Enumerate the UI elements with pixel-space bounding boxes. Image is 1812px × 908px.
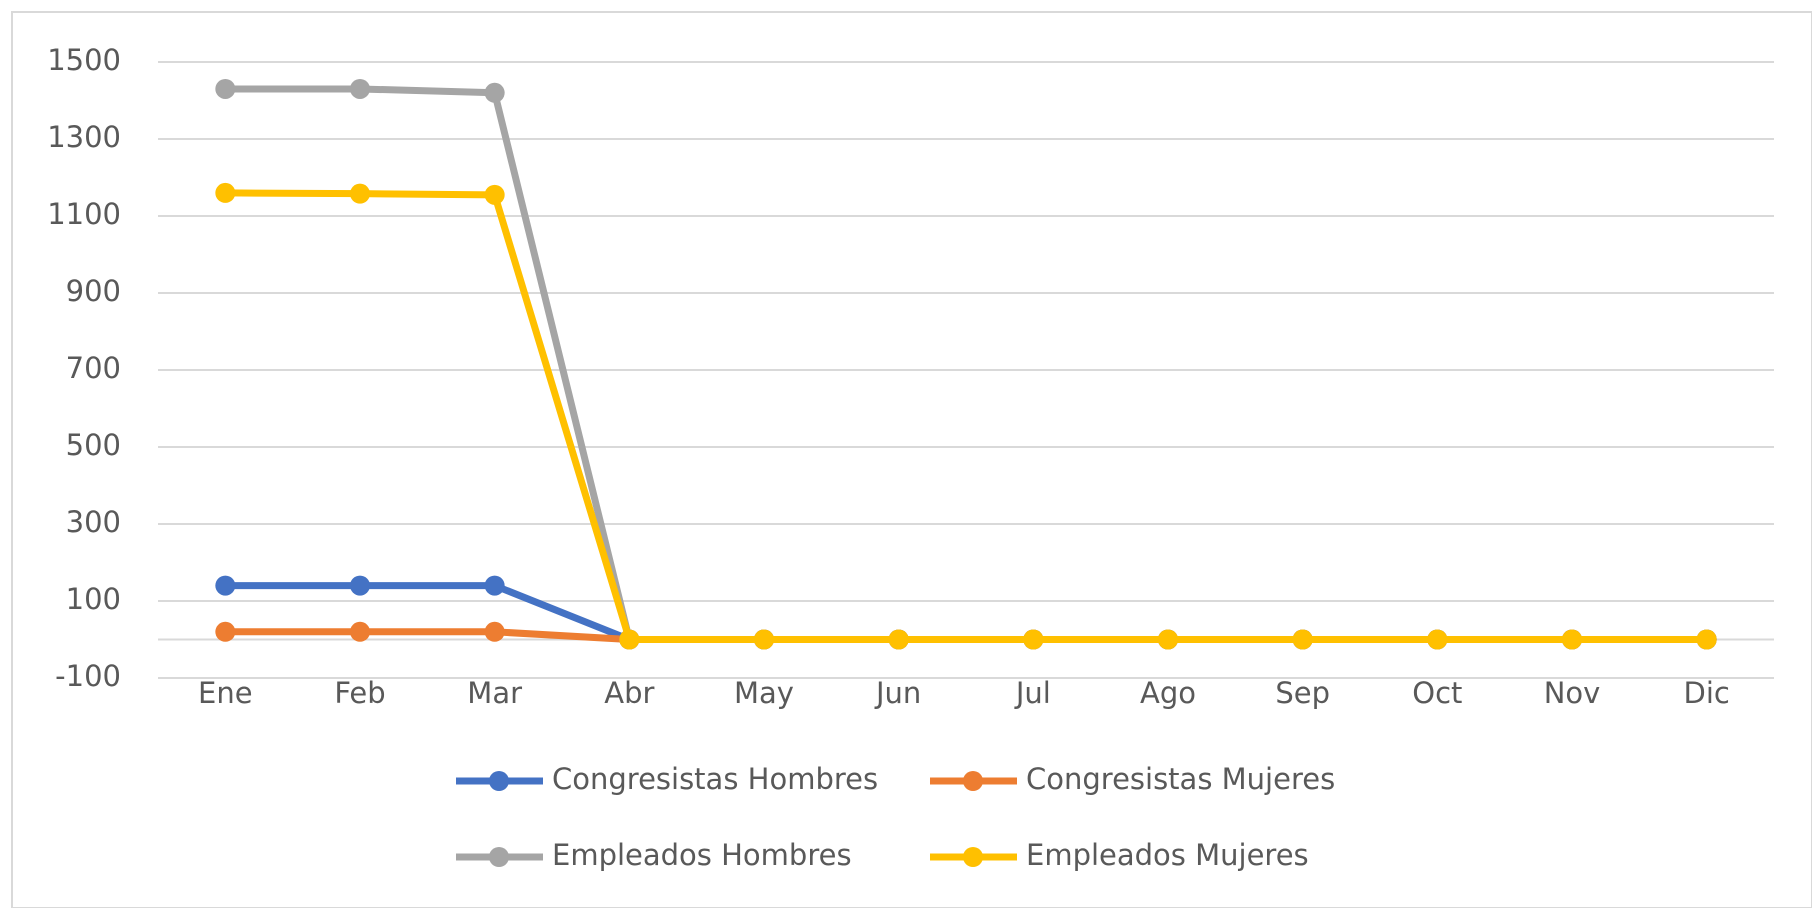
x-tick-label: May bbox=[734, 676, 794, 710]
y-tick-label: 500 bbox=[66, 428, 121, 462]
x-tick-label: Dic bbox=[1683, 676, 1729, 710]
point bbox=[1427, 629, 1448, 650]
legend-label: Congresistas Mujeres bbox=[1026, 762, 1335, 796]
point bbox=[215, 621, 236, 642]
y-tick-label: 300 bbox=[66, 505, 121, 539]
point bbox=[215, 182, 236, 203]
point bbox=[1696, 629, 1717, 650]
point bbox=[350, 575, 370, 596]
legend-marker bbox=[489, 847, 509, 867]
point bbox=[888, 629, 909, 650]
legend-marker bbox=[963, 847, 983, 867]
x-tick-label: Feb bbox=[334, 676, 385, 710]
y-tick-label: 1300 bbox=[47, 120, 121, 154]
x-tick-label: Ago bbox=[1140, 676, 1196, 710]
x-tick-label: Jun bbox=[874, 676, 921, 710]
point bbox=[215, 575, 236, 596]
x-tick-label: Ene bbox=[198, 676, 253, 710]
legend-label: Congresistas Hombres bbox=[552, 762, 878, 796]
y-tick-label: 700 bbox=[66, 351, 121, 385]
y-tick-label: 900 bbox=[66, 274, 121, 308]
point bbox=[350, 621, 370, 642]
point bbox=[484, 184, 505, 205]
point bbox=[215, 78, 236, 99]
x-tick-label: Sep bbox=[1275, 676, 1330, 710]
legend-marker bbox=[489, 771, 509, 791]
y-tick-label: -100 bbox=[55, 659, 121, 693]
point bbox=[1562, 629, 1582, 650]
point bbox=[1292, 629, 1313, 650]
point bbox=[350, 78, 370, 99]
point bbox=[754, 629, 774, 650]
point bbox=[619, 629, 640, 650]
point bbox=[484, 575, 505, 596]
point bbox=[350, 183, 370, 204]
x-tick-label: Mar bbox=[467, 676, 522, 710]
point bbox=[1158, 629, 1178, 650]
legend-label: Empleados Mujeres bbox=[1026, 838, 1309, 872]
x-tick-label: Nov bbox=[1544, 676, 1601, 710]
series-line bbox=[225, 189, 1707, 643]
chart-border bbox=[11, 11, 1812, 908]
point bbox=[484, 621, 505, 642]
x-tick-label: Jul bbox=[1014, 676, 1051, 710]
point bbox=[1023, 629, 1044, 650]
y-tick-label: 100 bbox=[66, 582, 121, 616]
x-tick-label: Oct bbox=[1412, 676, 1462, 710]
y-tick-label: 1100 bbox=[47, 197, 121, 231]
point bbox=[484, 82, 505, 103]
legend-marker bbox=[963, 771, 983, 791]
x-tick-label: Abr bbox=[604, 676, 654, 710]
y-tick-label: 1500 bbox=[47, 43, 121, 77]
legend-label: Empleados Hombres bbox=[552, 838, 852, 872]
